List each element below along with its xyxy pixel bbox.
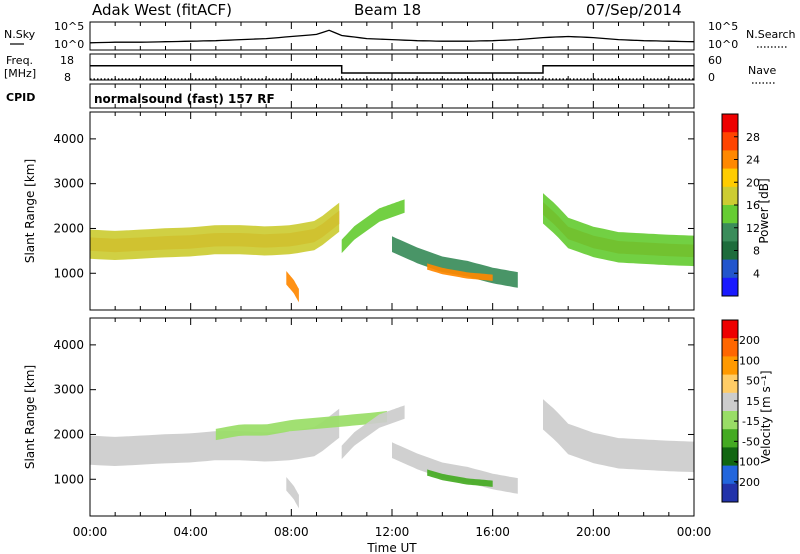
freq-tick-low: 8 bbox=[64, 71, 71, 84]
power-colorbar-cell bbox=[722, 259, 738, 279]
velocity-echo-band bbox=[215, 411, 387, 441]
time-tick-label: 20:00 bbox=[576, 525, 611, 539]
time-tick-label: 00:00 bbox=[677, 525, 712, 539]
velocity-colorbar-cell bbox=[722, 320, 738, 339]
velocity-colorbar-tick-label: 15 bbox=[746, 395, 760, 408]
nsky-tick-low: 10^0 bbox=[54, 38, 84, 51]
velocity-ylabel: Slant Range [km] bbox=[23, 365, 37, 469]
power-ytick-label: 4000 bbox=[53, 132, 84, 146]
cpid-label: CPID bbox=[6, 91, 35, 104]
velocity-ytick-label: 1000 bbox=[53, 472, 84, 486]
velocity-ytick-label: 3000 bbox=[53, 383, 84, 397]
power-ytick-label: 1000 bbox=[53, 266, 84, 280]
cpid-text: normalsound (fast) 157 RF bbox=[94, 92, 275, 106]
velocity-colorbar-cell bbox=[722, 374, 738, 394]
power-panel: 1000 2000 3000 4000 Slant Range [km] 28 24 20… bbox=[23, 111, 771, 311]
freq-series-line bbox=[90, 65, 694, 74]
velocity-echo-band bbox=[427, 469, 493, 487]
time-axis: 00:00 04:00 08:00 12:00 16:00 20:00 00:00 bbox=[73, 22, 712, 539]
velocity-panel: 1000 2000 3000 4000 Slant Range [km] 200 100… bbox=[23, 317, 773, 517]
station-title: Adak West (fitACF) bbox=[92, 1, 232, 19]
power-colorbar-cell bbox=[722, 132, 738, 151]
power-echo-band bbox=[543, 193, 694, 267]
power-colorbar-cell bbox=[722, 168, 738, 188]
velocity-colorbar-tick-label: -15 bbox=[742, 415, 760, 428]
nsearch-tick-low: 10^0 bbox=[708, 38, 738, 51]
velocity-colorbar-cell bbox=[722, 429, 738, 448]
velocity-ytick-label: 4000 bbox=[53, 338, 84, 352]
time-tick-label: 16:00 bbox=[475, 525, 510, 539]
power-echo-band bbox=[90, 202, 340, 260]
beam-title: Beam 18 bbox=[354, 1, 421, 19]
nave-tick-low: 0 bbox=[708, 71, 715, 84]
freq-unit: [MHz] bbox=[4, 67, 36, 80]
power-colorbar-tick-label: 20 bbox=[746, 176, 760, 189]
power-ytick-label: 3000 bbox=[53, 177, 84, 191]
velocity-colorbar-frame bbox=[721, 319, 739, 503]
nsky-tick-high: 10^5 bbox=[54, 20, 84, 33]
power-colorbar-tick-label: 4 bbox=[753, 267, 760, 280]
velocity-colorbar-label: Velocity [m s⁻¹] bbox=[759, 370, 773, 463]
power-echo-band bbox=[286, 271, 299, 303]
velocity-colorbar-cell bbox=[722, 411, 738, 430]
power-colorbar-tick-label: 12 bbox=[746, 222, 760, 235]
power-ylabel: Slant Range [km] bbox=[23, 159, 37, 263]
velocity-colorbar-cell bbox=[722, 392, 738, 412]
velocity-colorbar-tick-label: -100 bbox=[735, 456, 760, 469]
velocity-colorbar-cell bbox=[722, 483, 738, 503]
freq-label: Freq. bbox=[6, 54, 33, 67]
time-tick-label: 00:00 bbox=[73, 525, 108, 539]
power-echo-band bbox=[341, 199, 405, 254]
power-colorbar-cell bbox=[722, 277, 738, 297]
power-colorbar-tick-label: 28 bbox=[746, 131, 760, 144]
velocity-colorbar-tick-label: 200 bbox=[739, 334, 760, 347]
nave-label: Nave bbox=[748, 64, 776, 77]
power-colorbar-tick-label: 16 bbox=[746, 199, 760, 212]
velocity-echo-band bbox=[90, 408, 340, 466]
nsky-series-line bbox=[89, 29, 695, 44]
power-colorbar-cell bbox=[722, 150, 738, 170]
power-colorbar-label: Power [dB] bbox=[757, 178, 771, 243]
velocity-echo-band bbox=[543, 399, 694, 473]
power-colorbar-cell bbox=[722, 186, 738, 206]
nsearch-label: N.Search bbox=[746, 28, 796, 41]
power-colorbar-cell bbox=[722, 223, 738, 242]
time-axis-label: Time UT bbox=[366, 541, 417, 554]
velocity-colorbar-tick-label: 50 bbox=[746, 375, 760, 388]
power-colorbar-tick-label: 24 bbox=[746, 154, 760, 167]
velocity-ytick-label: 2000 bbox=[53, 427, 84, 441]
velocity-colorbar-cell bbox=[722, 338, 738, 357]
cpid-panel: CPID normalsound (fast) 157 RF bbox=[6, 83, 695, 109]
noise-panel: N.Sky 10^5 10^0 10^5 10^0 N.Search bbox=[4, 20, 796, 51]
time-tick-label: 12:00 bbox=[375, 525, 410, 539]
velocity-echo-band bbox=[341, 405, 405, 460]
nsky-label: N.Sky bbox=[4, 28, 36, 41]
date-title: 07/Sep/2014 bbox=[586, 1, 682, 19]
freq-tick-high: 18 bbox=[60, 54, 74, 67]
velocity-colorbar-tick-label: -200 bbox=[735, 476, 760, 489]
velocity-colorbar-tick-label: -50 bbox=[742, 435, 760, 448]
time-tick-label: 08:00 bbox=[274, 525, 309, 539]
power-colorbar-cell bbox=[722, 205, 738, 224]
frequency-panel: Freq. [MHz] 18 8 60 0 Nave bbox=[4, 53, 776, 84]
power-ytick-label: 2000 bbox=[53, 221, 84, 235]
power-colorbar-cell bbox=[722, 241, 738, 261]
nave-tick-high: 60 bbox=[708, 54, 722, 67]
power-colorbar-tick-label: 8 bbox=[753, 245, 760, 258]
velocity-colorbar-cell bbox=[722, 356, 738, 376]
velocity-colorbar-cell bbox=[722, 465, 738, 485]
power-echo-band bbox=[427, 263, 493, 281]
time-tick-label: 04:00 bbox=[173, 525, 208, 539]
power-colorbar-cell bbox=[722, 114, 738, 133]
velocity-colorbar-tick-label: 100 bbox=[739, 354, 760, 367]
nsearch-tick-high: 10^5 bbox=[708, 20, 738, 33]
velocity-echo-band bbox=[286, 477, 299, 509]
